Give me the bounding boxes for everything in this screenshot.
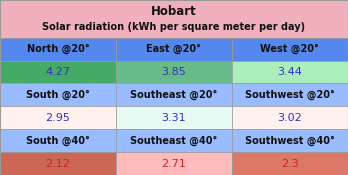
Bar [0, 106, 116, 129]
Bar [116, 152, 232, 175]
Bar [0, 38, 116, 61]
Text: South @20°: South @20° [26, 90, 90, 100]
Bar [232, 152, 348, 175]
Text: Southeast @20°: Southeast @20° [130, 90, 218, 100]
Bar [116, 129, 232, 152]
Bar [0, 61, 116, 83]
Text: 2.3: 2.3 [281, 159, 299, 169]
Text: Southwest @20°: Southwest @20° [245, 90, 335, 100]
Bar [116, 38, 232, 61]
Bar [232, 38, 348, 61]
Bar [232, 83, 348, 106]
Text: Solar radiation (kWh per square meter per day): Solar radiation (kWh per square meter pe… [42, 22, 306, 32]
Bar [232, 106, 348, 129]
Text: 3.85: 3.85 [161, 67, 186, 77]
Bar [116, 83, 232, 106]
Text: 2.12: 2.12 [46, 159, 70, 169]
Text: 4.27: 4.27 [46, 67, 70, 77]
Bar [0, 83, 116, 106]
Text: Southeast @40°: Southeast @40° [130, 135, 218, 146]
Bar [116, 106, 232, 129]
Bar [116, 61, 232, 83]
Text: Hobart: Hobart [151, 5, 197, 18]
Text: North @20°: North @20° [26, 44, 89, 54]
Bar [232, 129, 348, 152]
Text: 3.31: 3.31 [161, 113, 186, 123]
Text: 3.44: 3.44 [277, 67, 302, 77]
Bar [0, 0, 348, 38]
Text: West @20°: West @20° [260, 44, 319, 54]
Bar [0, 129, 116, 152]
Text: 3.02: 3.02 [277, 113, 302, 123]
Bar [232, 61, 348, 83]
Text: Southwest @40°: Southwest @40° [245, 135, 335, 146]
Text: 2.71: 2.71 [161, 159, 186, 169]
Text: East @20°: East @20° [146, 44, 201, 54]
Text: 2.95: 2.95 [46, 113, 70, 123]
Text: South @40°: South @40° [26, 135, 90, 146]
Bar [0, 152, 116, 175]
